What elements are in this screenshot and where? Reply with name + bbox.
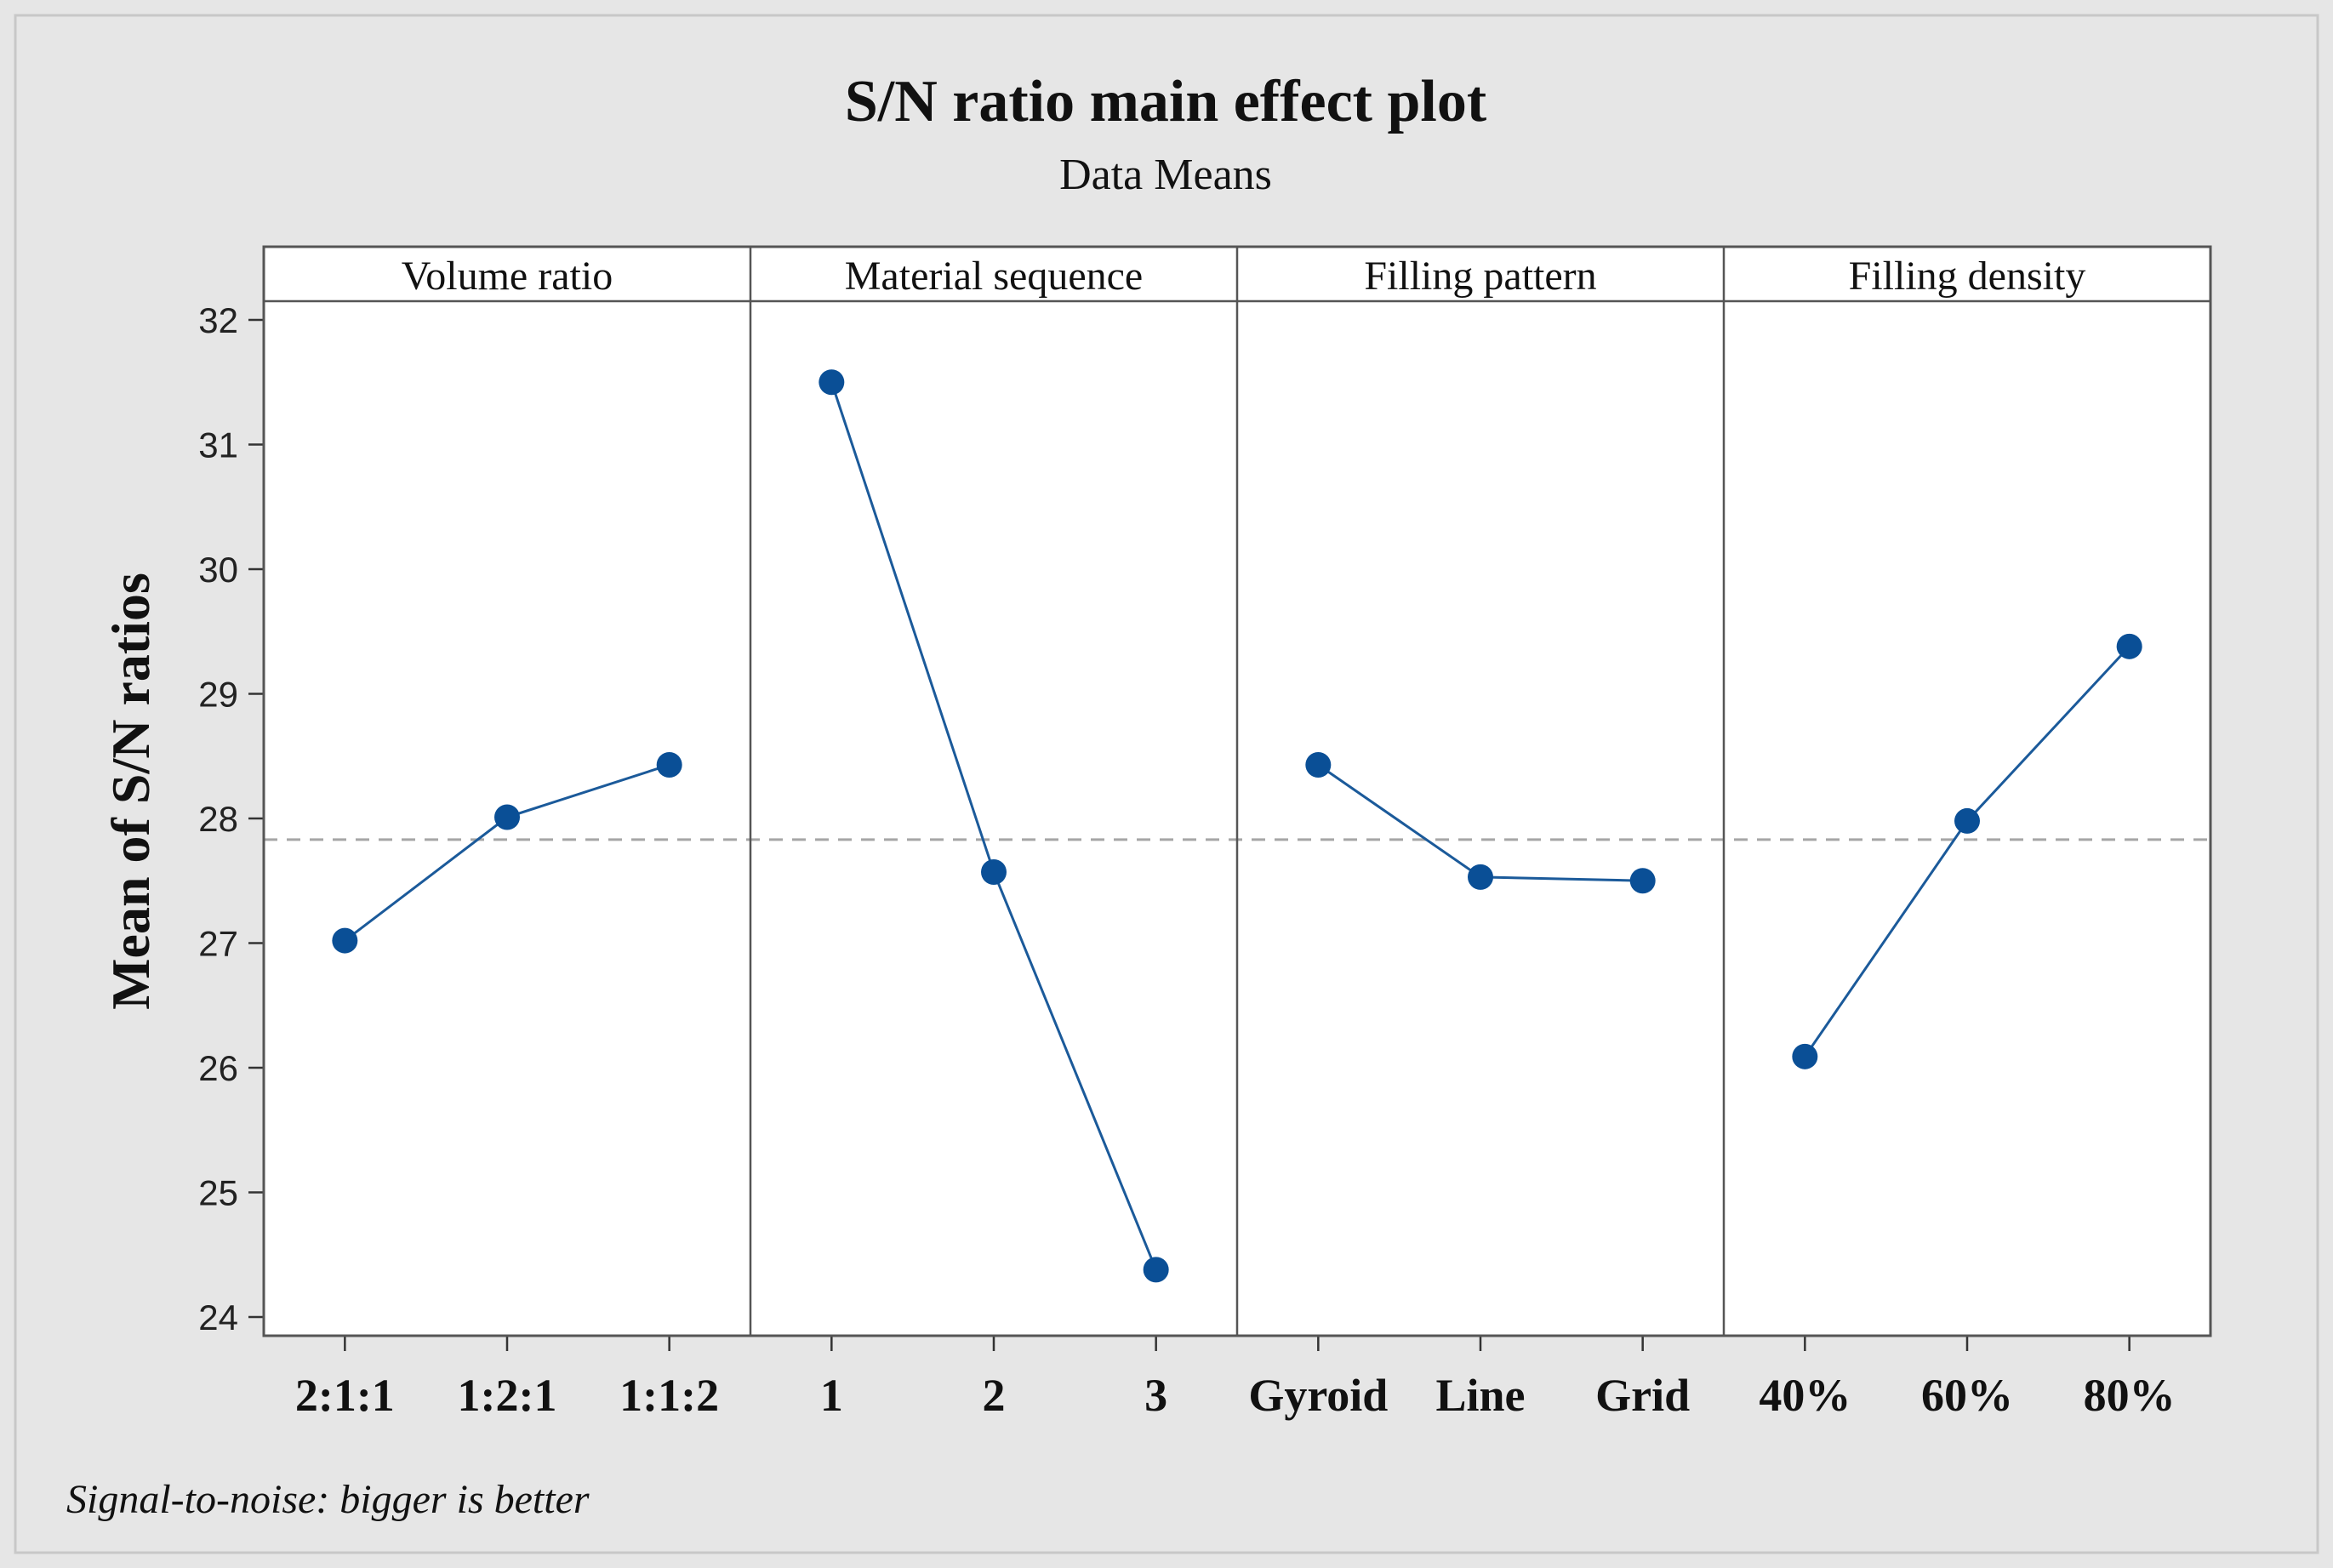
plot-frame	[262, 245, 2212, 1337]
data-point	[1468, 864, 1493, 890]
y-tick-label: 29	[198, 674, 238, 714]
data-point	[656, 752, 682, 778]
footnote: Signal-to-noise: bigger is better	[66, 1477, 590, 1522]
data-point	[1305, 752, 1332, 778]
y-tick-label: 26	[198, 1048, 238, 1088]
panel-title: Filling density	[1849, 254, 2086, 299]
data-point	[1954, 807, 1980, 834]
panel-title: Filling pattern	[1364, 254, 1596, 299]
x-tick-label: 80%	[2084, 1370, 2176, 1421]
y-tick-label: 28	[198, 799, 238, 839]
data-point	[819, 369, 845, 396]
data-point	[494, 804, 520, 830]
chart-title: S/N ratio main effect plot	[845, 69, 1486, 134]
x-tick-label: 1:1:2	[619, 1370, 719, 1421]
y-tick-label: 25	[198, 1173, 238, 1213]
x-tick-label: Gyroid	[1248, 1370, 1388, 1421]
panel-title: Volume ratio	[402, 254, 613, 299]
y-axis-title: Mean of S/N ratios	[100, 573, 161, 1010]
x-tick-label: 2	[983, 1370, 1006, 1421]
y-tick-label: 31	[198, 425, 238, 465]
x-tick-label: Grid	[1595, 1370, 1690, 1421]
data-point	[1629, 868, 1656, 894]
x-tick-label: 60%	[1921, 1370, 2013, 1421]
y-tick-label: 27	[198, 924, 238, 964]
x-tick-label: 1	[820, 1370, 843, 1421]
x-tick-label: 2:1:1	[295, 1370, 395, 1421]
x-tick-label: 3	[1144, 1370, 1167, 1421]
panel-title: Material sequence	[845, 254, 1143, 299]
data-point	[1792, 1043, 1818, 1069]
data-point	[332, 927, 358, 954]
data-point	[1143, 1257, 1169, 1283]
data-point	[981, 858, 1007, 885]
y-tick-label: 32	[198, 300, 238, 340]
y-tick-label: 30	[198, 550, 238, 590]
x-tick-label: 40%	[1759, 1370, 1851, 1421]
data-point	[2116, 633, 2142, 659]
outer-frame	[14, 14, 2319, 1554]
chart-subtitle: Data Means	[1059, 151, 1272, 199]
x-tick-label: 1:2:1	[458, 1370, 557, 1421]
y-tick-label: 24	[198, 1297, 238, 1337]
x-tick-label: Line	[1435, 1370, 1525, 1421]
